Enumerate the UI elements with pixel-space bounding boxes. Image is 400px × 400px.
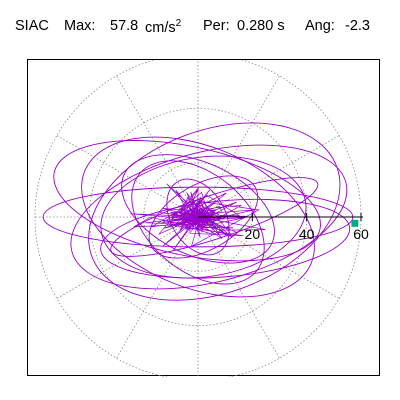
per-value: 0.280 s [237, 18, 285, 34]
polar-chart: 20 40 60 [34, 60, 369, 377]
chart-title: SIAC Max: 57.8 cm/s2 Per: 0.280 s Ang: -… [0, 14, 400, 38]
radial-axis: 20 40 60 [198, 213, 369, 242]
trace-loop-11 [166, 178, 230, 256]
max-unit: cm/s2 [145, 18, 181, 36]
trace-loop-5 [121, 154, 275, 264]
grid-spoke-240 [116, 216, 199, 359]
radial-tick-label-40: 40 [299, 226, 315, 242]
ang-label: Ang: [305, 18, 335, 34]
grid-spoke-150 [56, 135, 199, 218]
trace-loop-9 [148, 175, 259, 259]
trace-loop-3 [100, 155, 307, 279]
grid-spoke-120 [116, 75, 199, 218]
trace-loop-2 [88, 122, 341, 301]
trace-loop-8 [53, 140, 321, 262]
max-unit-exponent: 2 [175, 18, 182, 29]
max-unit-text: cm/s [145, 19, 176, 36]
acceleration-trace [42, 122, 354, 301]
max-value: 57.8 [110, 18, 139, 34]
trace-center-scribble [130, 183, 266, 251]
station-code: SIAC [15, 18, 49, 34]
ang-value: -2.3 [345, 18, 370, 34]
trace-loop-7 [131, 160, 265, 285]
grid-spoke-300 [197, 216, 280, 359]
trace-loop-6 [100, 198, 351, 279]
radial-tick-label-60: 60 [353, 226, 369, 242]
radial-tick-label-20: 20 [245, 226, 261, 242]
max-point-marker [351, 219, 359, 227]
per-label: Per: [203, 18, 230, 34]
grid-spoke-60 [197, 75, 280, 218]
plot-area: 20 40 60 [27, 59, 380, 377]
max-label: Max: [64, 18, 96, 34]
trace-loop-1 [70, 144, 348, 290]
trace-loop-4 [81, 136, 315, 298]
